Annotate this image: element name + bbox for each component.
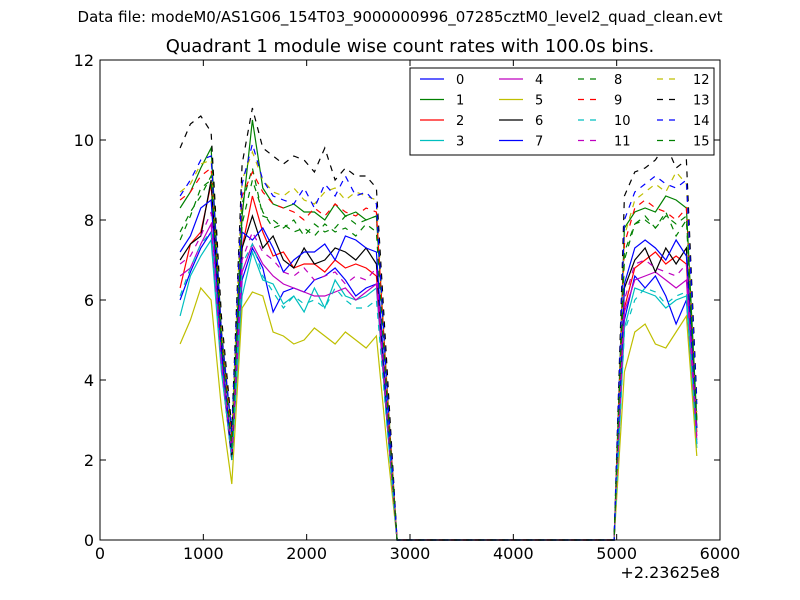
legend-label-14: 14 <box>693 114 710 129</box>
x-tick-label: 2000 <box>286 544 327 563</box>
legend-label-7: 7 <box>535 135 543 150</box>
legend-label-15: 15 <box>693 135 710 150</box>
x-tick-label: 4000 <box>493 544 534 563</box>
y-tick-label: 0 <box>84 531 94 550</box>
legend-label-0: 0 <box>456 73 464 88</box>
chart-title: Quadrant 1 module wise count rates with … <box>165 36 655 57</box>
x-tick-label: 0 <box>95 544 105 563</box>
y-tick-label: 2 <box>84 451 94 470</box>
legend-label-6: 6 <box>535 114 543 129</box>
y-tick-label: 12 <box>74 51 94 70</box>
x-tick-label: 1000 <box>183 544 224 563</box>
legend-label-8: 8 <box>614 73 622 88</box>
y-tick-label: 8 <box>84 211 94 230</box>
legend-label-3: 3 <box>456 135 464 150</box>
legend-label-5: 5 <box>535 94 543 109</box>
legend-label-12: 12 <box>693 73 710 88</box>
legend-label-11: 11 <box>614 135 631 150</box>
legend-box <box>409 67 715 156</box>
series-line-8 <box>179 167 698 541</box>
x-offset-label: +2.23625e8 <box>620 563 720 582</box>
series-line-12 <box>179 150 698 541</box>
series-line-9 <box>179 166 698 541</box>
series-line-13 <box>179 107 698 541</box>
x-tick-label: 3000 <box>390 544 431 563</box>
plot-lines <box>179 107 698 541</box>
series-line-14 <box>179 141 698 541</box>
x-tick-label: 6000 <box>700 544 741 563</box>
legend-label-10: 10 <box>614 114 631 129</box>
legend-label-9: 9 <box>614 94 622 109</box>
y-tick-label: 6 <box>84 291 94 310</box>
x-tick-label: 5000 <box>596 544 637 563</box>
legend-label-13: 13 <box>693 94 710 109</box>
legend-label-4: 4 <box>535 73 543 88</box>
legend-label-1: 1 <box>456 94 464 109</box>
figure-suptitle: Data file: modeM0/AS1G06_154T03_90000009… <box>77 8 723 26</box>
y-tick-label: 10 <box>74 131 94 150</box>
y-tick-label: 4 <box>84 371 94 390</box>
legend-label-2: 2 <box>456 114 464 129</box>
